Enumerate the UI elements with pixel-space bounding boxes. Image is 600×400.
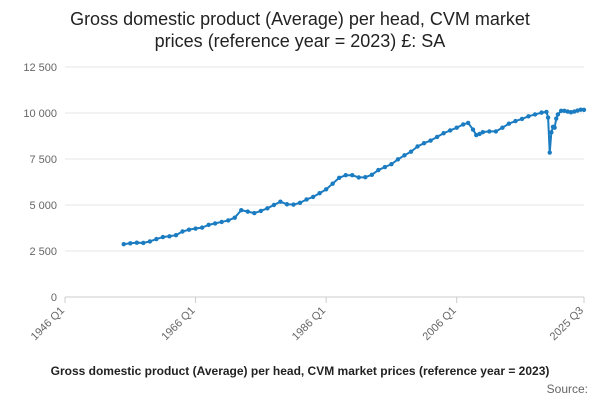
data-point[interactable] bbox=[265, 206, 270, 211]
x-tick-label: 2025 Q3 bbox=[548, 305, 586, 343]
data-point[interactable] bbox=[493, 129, 499, 134]
data-point[interactable] bbox=[480, 129, 486, 135]
data-point[interactable] bbox=[226, 218, 231, 223]
x-axis: 1946 Q1 1966 Q1 1986 Q1 2006 Q1 2025 Q3 bbox=[29, 296, 586, 343]
data-point[interactable] bbox=[477, 131, 482, 137]
data-point[interactable] bbox=[376, 167, 381, 173]
data-point[interactable] bbox=[545, 115, 551, 120]
data-point[interactable] bbox=[121, 241, 126, 247]
data-point[interactable] bbox=[487, 129, 492, 134]
data-point[interactable] bbox=[454, 125, 459, 130]
data-point[interactable] bbox=[167, 234, 172, 239]
y-tick-label: 7 500 bbox=[29, 154, 57, 166]
data-point[interactable] bbox=[297, 200, 303, 205]
data-point[interactable] bbox=[147, 239, 153, 244]
gridlines bbox=[65, 66, 584, 252]
y-tick-label: 12 500 bbox=[23, 62, 57, 74]
chart-title-line-2: prices (reference year = 2023) £: SA bbox=[155, 31, 446, 51]
data-point[interactable] bbox=[369, 172, 375, 178]
data-point[interactable] bbox=[526, 114, 531, 119]
data-point[interactable] bbox=[558, 108, 564, 113]
series-line bbox=[122, 108, 585, 246]
y-axis-ticks: 0 2 500 5 000 7 500 10 000 12 500 bbox=[23, 62, 57, 304]
data-point[interactable] bbox=[549, 130, 554, 135]
x-tick-label: 1946 Q1 bbox=[29, 305, 67, 343]
data-point[interactable] bbox=[323, 187, 329, 192]
data-point[interactable] bbox=[186, 227, 192, 232]
data-point[interactable] bbox=[389, 161, 394, 167]
data-point[interactable] bbox=[408, 149, 414, 154]
chart-title-line-1: Gross domestic product (Average) per hea… bbox=[70, 9, 530, 29]
data-point[interactable] bbox=[568, 110, 574, 115]
data-point[interactable] bbox=[363, 175, 368, 180]
x-tick-label: 2006 Q1 bbox=[420, 305, 458, 343]
data-point[interactable] bbox=[160, 234, 166, 240]
data-point[interactable] bbox=[356, 175, 361, 180]
data-point[interactable] bbox=[134, 240, 140, 245]
data-point[interactable] bbox=[578, 107, 583, 112]
data-point[interactable] bbox=[141, 240, 146, 246]
data-point[interactable] bbox=[212, 221, 218, 226]
data-point[interactable] bbox=[206, 222, 211, 228]
data-point[interactable] bbox=[402, 153, 407, 158]
source-label: Source: bbox=[547, 382, 588, 396]
data-point[interactable] bbox=[284, 202, 290, 207]
data-point[interactable] bbox=[245, 209, 250, 214]
data-point[interactable] bbox=[500, 125, 505, 130]
data-point[interactable] bbox=[239, 207, 244, 213]
data-point[interactable] bbox=[278, 199, 283, 204]
data-point[interactable] bbox=[519, 116, 525, 122]
data-point[interactable] bbox=[252, 210, 257, 216]
data-point[interactable] bbox=[258, 208, 264, 214]
data-point[interactable] bbox=[395, 157, 401, 162]
data-point[interactable] bbox=[513, 118, 518, 124]
data-point[interactable] bbox=[343, 172, 348, 178]
data-point[interactable] bbox=[428, 138, 433, 143]
data-point[interactable] bbox=[173, 232, 179, 238]
data-point[interactable] bbox=[415, 144, 420, 149]
data-point[interactable] bbox=[310, 194, 316, 200]
data-point[interactable] bbox=[532, 112, 538, 117]
data-point[interactable] bbox=[350, 172, 355, 178]
data-point[interactable] bbox=[193, 226, 198, 231]
y-tick-label: 10 000 bbox=[23, 108, 57, 120]
data-point[interactable] bbox=[128, 241, 133, 246]
data-point[interactable] bbox=[465, 120, 471, 126]
data-point[interactable] bbox=[461, 122, 466, 127]
data-point[interactable] bbox=[441, 131, 446, 136]
chart-footer-label: Gross domestic product (Average) per hea… bbox=[51, 364, 550, 378]
data-point[interactable] bbox=[232, 215, 237, 220]
data-point[interactable] bbox=[554, 116, 559, 121]
data-point[interactable] bbox=[199, 225, 205, 230]
data-point[interactable] bbox=[382, 164, 388, 170]
y-tick-label: 0 bbox=[51, 292, 57, 304]
x-tick-label: 1986 Q1 bbox=[290, 305, 328, 343]
data-point[interactable] bbox=[544, 109, 549, 115]
data-point[interactable] bbox=[317, 191, 322, 196]
data-point[interactable] bbox=[470, 127, 476, 132]
data-point[interactable] bbox=[434, 134, 440, 140]
series-layer bbox=[121, 107, 587, 247]
data-point[interactable] bbox=[552, 125, 557, 130]
data-point[interactable] bbox=[581, 107, 587, 113]
data-point[interactable] bbox=[291, 202, 296, 207]
data-point[interactable] bbox=[219, 219, 224, 225]
data-point[interactable] bbox=[539, 110, 544, 115]
y-tick-label: 5 000 bbox=[29, 200, 57, 212]
data-point[interactable] bbox=[447, 128, 453, 133]
data-point[interactable] bbox=[421, 140, 427, 146]
x-tick-label: 1966 Q1 bbox=[159, 305, 197, 343]
y-tick-label: 2 500 bbox=[29, 246, 57, 258]
data-point[interactable] bbox=[271, 202, 277, 208]
data-point[interactable] bbox=[506, 121, 512, 126]
data-point[interactable] bbox=[555, 112, 561, 117]
data-point[interactable] bbox=[547, 150, 552, 155]
data-point[interactable] bbox=[180, 229, 185, 234]
data-point[interactable] bbox=[154, 236, 159, 242]
data-point[interactable] bbox=[336, 175, 342, 180]
data-point[interactable] bbox=[330, 181, 335, 186]
data-point[interactable] bbox=[304, 197, 309, 202]
